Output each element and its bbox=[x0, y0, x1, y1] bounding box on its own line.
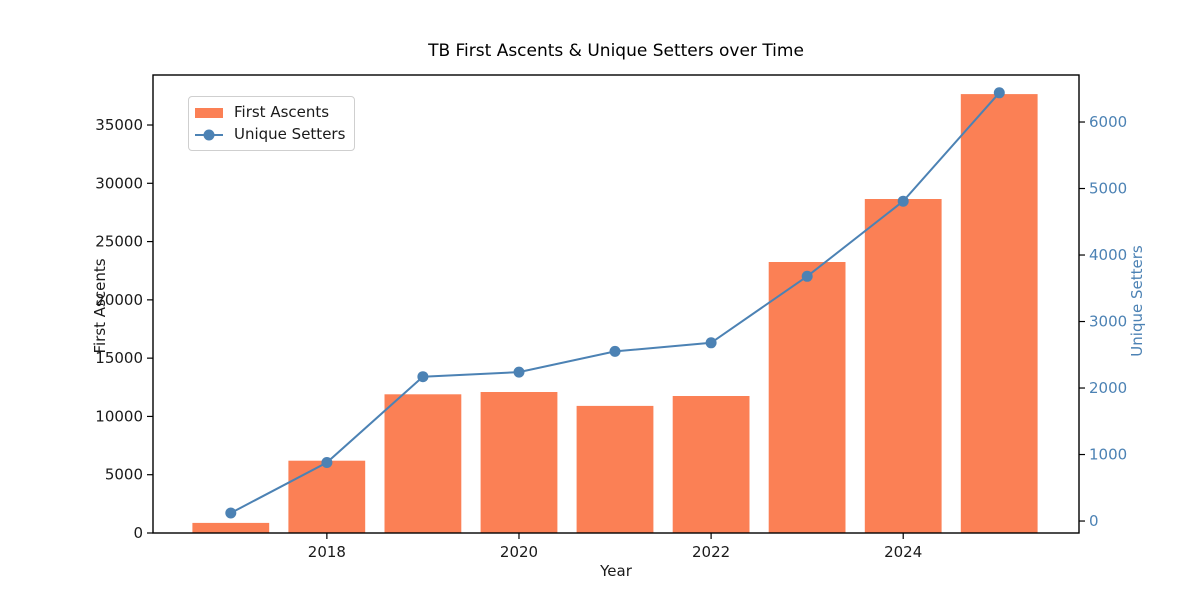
y-left-tick-label: 30000 bbox=[95, 174, 143, 192]
marker-2021 bbox=[609, 345, 621, 357]
x-tick-label: 2018 bbox=[308, 543, 346, 561]
marker-2018 bbox=[321, 457, 333, 468]
y-left-tick-label: 10000 bbox=[95, 407, 143, 425]
y-right-tick-label: 1000 bbox=[1089, 446, 1127, 464]
marker-2019 bbox=[417, 371, 429, 383]
legend-label: First Ascents bbox=[234, 103, 330, 121]
y-right-tick-label: 0 bbox=[1089, 512, 1099, 530]
legend-bar-swatch-icon bbox=[195, 107, 223, 118]
y-left-tick-label: 0 bbox=[133, 524, 143, 542]
y-left-tick-label: 15000 bbox=[95, 349, 143, 367]
legend-marker-dot-icon bbox=[203, 129, 215, 140]
x-axis-label: Year bbox=[600, 562, 632, 580]
legend-label: Unique Setters bbox=[234, 125, 346, 143]
bar-2022 bbox=[672, 396, 750, 533]
bar-2019 bbox=[384, 394, 462, 533]
bar-2021 bbox=[576, 405, 654, 533]
x-tick-label: 2020 bbox=[500, 543, 538, 561]
chart-title: TB First Ascents & Unique Setters over T… bbox=[428, 41, 804, 61]
bar-2025 bbox=[960, 94, 1038, 533]
y-left-tick-label: 5000 bbox=[105, 466, 143, 484]
marker-2024 bbox=[897, 195, 909, 207]
y-axis-label-right: Unique Setters bbox=[1128, 245, 1146, 357]
axes-spines bbox=[152, 74, 1080, 534]
bar-2023 bbox=[768, 262, 846, 533]
legend-item-first-ascents: First Ascents bbox=[195, 103, 345, 122]
legend-item-unique-setters: Unique Setters bbox=[195, 125, 345, 144]
y-right-tick-label: 6000 bbox=[1089, 113, 1127, 131]
x-tick-label: 2022 bbox=[692, 543, 730, 561]
y-right-tick-label: 3000 bbox=[1089, 313, 1127, 331]
legend-line-marker-swatch-icon bbox=[195, 129, 223, 140]
marker-2023 bbox=[801, 270, 813, 282]
marker-2025 bbox=[993, 87, 1005, 99]
bar-2017 bbox=[192, 522, 270, 533]
bar-2020 bbox=[480, 392, 558, 533]
marker-2020 bbox=[513, 366, 525, 378]
marker-2022 bbox=[705, 337, 717, 349]
y-left-tick-label: 35000 bbox=[95, 116, 143, 134]
bar-2018 bbox=[288, 460, 366, 533]
y-right-tick-label: 2000 bbox=[1089, 379, 1127, 397]
y-right-tick-label: 5000 bbox=[1089, 180, 1127, 198]
legend: First Ascents Unique Setters bbox=[188, 96, 356, 151]
y-axis-label-left: First Ascents bbox=[91, 258, 109, 354]
x-tick-label: 2024 bbox=[884, 543, 922, 561]
y-left-tick-label: 25000 bbox=[95, 233, 143, 251]
marker-2017 bbox=[225, 507, 237, 519]
y-left-tick-label: 20000 bbox=[95, 291, 143, 309]
y-right-tick-label: 4000 bbox=[1089, 246, 1127, 264]
bar-2024 bbox=[864, 199, 942, 533]
